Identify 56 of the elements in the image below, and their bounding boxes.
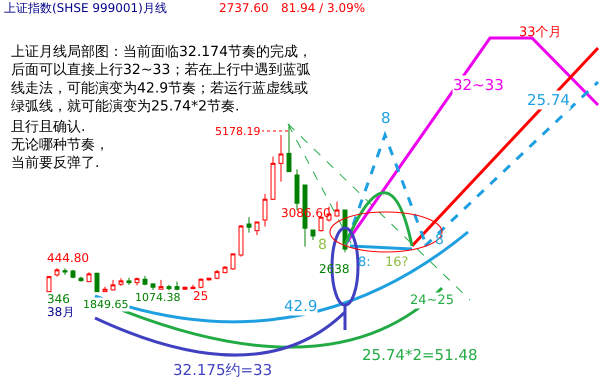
text: 24~25 — [410, 293, 454, 308]
text: 16? — [385, 255, 408, 270]
candlestick — [238, 224, 244, 258]
candlestick — [142, 275, 148, 286]
candlestick — [134, 277, 140, 286]
candlestick — [86, 272, 92, 283]
candlestick — [150, 282, 156, 290]
text: 上证月线局部图：当前面临32.174节奏的完成，后面可以直接上行32~33；若在上行中遇到蓝弧线走法，可能演变为42.9节奏；若运行蓝虚线或绿弧线，就可能演变为25.74*2节奏. — [11, 44, 312, 115]
annotation: 当前要反弹了. — [11, 155, 100, 171]
candlestick — [70, 269, 76, 279]
candlestick — [286, 124, 292, 172]
candlestick — [230, 252, 236, 270]
candlestick — [198, 278, 204, 289]
text: 25.74*2=51.48 — [362, 346, 478, 364]
candlestick — [262, 193, 268, 228]
text: 1849.65 — [83, 298, 128, 311]
annotation: 346 — [47, 292, 70, 306]
candlestick — [190, 284, 196, 290]
annotation: 8 — [318, 237, 327, 253]
candlestick — [334, 201, 340, 218]
text: 2737.60 — [219, 1, 269, 15]
candlestick — [310, 229, 316, 240]
candlestick — [110, 279, 116, 292]
candlestick — [94, 272, 100, 292]
candlestick — [62, 268, 68, 276]
candlestick — [78, 276, 84, 282]
candlestick — [126, 277, 132, 286]
candlestick — [246, 216, 252, 234]
candlestick — [46, 275, 52, 292]
candlestick — [318, 216, 324, 232]
text: 81.94 / 3.09% — [281, 1, 366, 15]
text: 38月 — [47, 305, 74, 319]
text: 25.74 — [527, 91, 570, 109]
text: 42.9 — [284, 297, 318, 315]
candlestick — [54, 268, 60, 278]
candlestick — [254, 221, 260, 236]
candlestick — [214, 269, 220, 280]
annotation: 444.80 — [47, 251, 89, 265]
chart-title: 上证指数(SHSE 999001)月线 — [4, 1, 167, 16]
candlestick — [166, 284, 172, 292]
annotation: 1074.38 — [135, 291, 180, 304]
text: 32~33 — [453, 76, 504, 94]
candlestick — [182, 286, 188, 290]
candlestick — [278, 134, 284, 182]
annotation: 且行且确认. — [11, 119, 86, 135]
candlestick — [174, 281, 180, 292]
annotation: 25 — [193, 289, 208, 303]
candlestick — [102, 286, 108, 292]
candlestick — [222, 265, 228, 274]
text: 32.175约=33 — [173, 361, 272, 379]
annotation: 5178.19 — [215, 125, 260, 138]
candlestick — [118, 278, 124, 286]
candlestick — [270, 156, 276, 200]
text: 33个月 — [519, 25, 562, 40]
annotation: 无论哪种节奏， — [11, 137, 109, 153]
text: 8 — [381, 109, 391, 127]
